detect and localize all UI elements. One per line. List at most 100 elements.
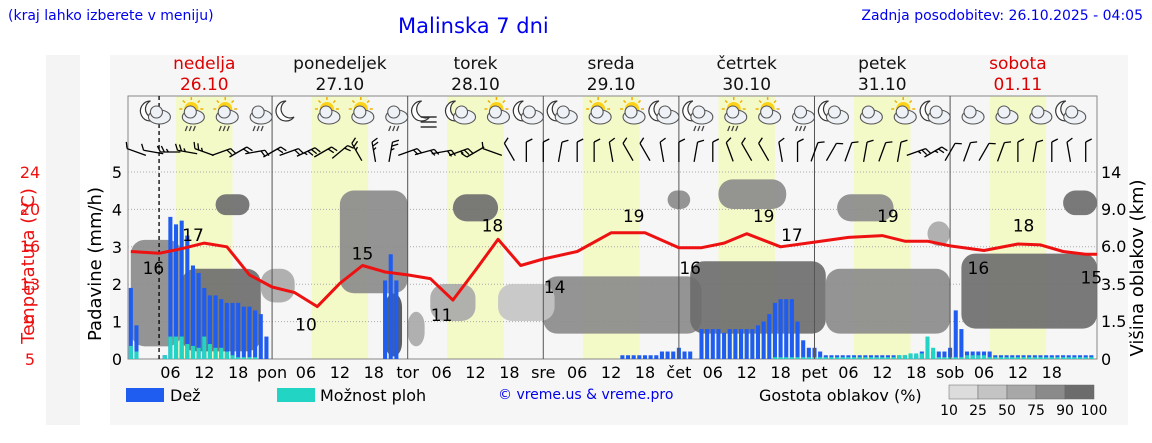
temperature-line-group: 16 17 10 15 11 18 14 19 16 19 17 19 16 18 15: [130, 207, 1102, 335]
showers-bar: [247, 357, 252, 359]
cloud-puff: [1031, 105, 1045, 119]
wind-barb: [1085, 138, 1092, 162]
wind-flag: [941, 146, 948, 152]
wind-flag: [712, 138, 720, 143]
temperature-line: [130, 231, 1097, 309]
wind-flag: [659, 137, 666, 143]
sun-ray: [894, 99, 898, 104]
wind-barb: [229, 146, 253, 158]
rain-bar: [626, 355, 631, 359]
cloud-puff: [1065, 105, 1079, 119]
sun-ray: [231, 99, 235, 104]
wind-barb: [174, 143, 198, 155]
wind-flag: [467, 148, 474, 154]
wind-shaft: [1032, 142, 1038, 162]
x-tick-label: pon: [257, 363, 287, 382]
wind-flag: [450, 149, 456, 157]
precip-tick: 3: [112, 238, 122, 257]
wind-flag: [1066, 137, 1073, 143]
showers-bar: [1072, 357, 1077, 359]
rain-bar: [230, 302, 235, 359]
x-tick-label: tor: [396, 363, 419, 382]
temperature-tick: 24: [20, 163, 40, 182]
axes: 012345591316202401.53.56.09.014Temperatu…: [18, 163, 1148, 382]
showers-bar: [998, 357, 1003, 359]
x-tick-label: 12: [601, 363, 621, 382]
rain-bar: [383, 280, 388, 359]
wind-barb: [758, 137, 770, 161]
moon-cloud-icon: [919, 100, 951, 125]
sun-ray: [317, 99, 322, 104]
cloud-rain-icon: [249, 105, 273, 132]
wind-shaft: [758, 143, 770, 161]
wind-barb: [351, 137, 363, 161]
day-date: 28.10: [451, 75, 500, 95]
wind-flag: [391, 143, 399, 147]
showers-bar: [784, 357, 789, 359]
showers-bar: [852, 357, 857, 359]
sun-cloud-icon: [891, 97, 917, 125]
credit-link[interactable]: © vreme.us & vreme.pro: [498, 387, 674, 403]
wind-shaft: [659, 142, 665, 162]
wind-shaft: [963, 142, 972, 162]
wind-flag: [160, 145, 165, 153]
temperature-label: 19: [753, 207, 775, 227]
wind-barb: [608, 137, 616, 162]
cloud-puff: [590, 105, 604, 119]
sun-ray: [502, 99, 506, 104]
cloud-blob: [1063, 190, 1097, 216]
x-tick-label: 12: [1008, 363, 1028, 382]
wind-barb: [712, 138, 720, 162]
temperature-label: 16: [679, 259, 701, 279]
cloud-legend-title: Gostota oblakov (%): [759, 386, 922, 405]
showers-bar: [823, 357, 828, 359]
wind-barb: [1051, 138, 1059, 162]
wind-barb: [678, 138, 686, 162]
cloud-puff: [319, 105, 333, 119]
wind-flag: [885, 141, 893, 144]
rain-bar: [818, 351, 823, 359]
wind-flag: [193, 141, 196, 149]
temperature-tick: 5: [25, 350, 35, 369]
wind-flag: [503, 137, 509, 144]
sun-ray: [351, 99, 355, 104]
location-menu-hint[interactable]: (kraj lahko izberete v meniju): [8, 8, 214, 24]
moon-shape: [275, 100, 295, 122]
rain-bar: [665, 351, 670, 359]
wind-flag: [988, 142, 996, 145]
cloud-density-level: 90: [1056, 403, 1074, 419]
wind-flag: [778, 137, 785, 143]
showers-bar: [1010, 357, 1015, 359]
wind-barb: [371, 137, 379, 162]
showers-bar: [1055, 357, 1060, 359]
sun-ray: [366, 99, 370, 104]
rain-bar: [654, 355, 659, 359]
x-tick-label: 12: [194, 363, 214, 382]
cloud-blob: [339, 190, 408, 294]
wind-flag: [372, 141, 379, 147]
wind-barb: [193, 141, 214, 157]
wind-barb: [1066, 137, 1073, 162]
showers-bar: [902, 355, 907, 359]
x-tick-label: 12: [330, 363, 350, 382]
wind-flag: [353, 140, 359, 148]
wind-shaft: [1066, 142, 1072, 162]
wind-shaft: [825, 143, 838, 161]
cloud-blob: [690, 261, 826, 334]
cloud-height-axis-label: Višina oblakov (km): [1127, 179, 1148, 356]
rain-drop: [798, 125, 803, 132]
showers-bar: [914, 353, 919, 359]
rain-bar: [744, 329, 749, 359]
sun-cloud-icon: [348, 97, 375, 125]
sun-cloud-rain-icon: [213, 97, 239, 132]
day-separators: [158, 96, 951, 359]
showers-bar: [236, 357, 241, 359]
rain-swatch: [126, 388, 164, 402]
wind-flag: [460, 152, 468, 158]
showers-bar: [778, 357, 783, 359]
showers-bar: [874, 357, 879, 359]
wind-flag: [622, 137, 628, 144]
wind-barb: [878, 141, 893, 162]
showers-bar: [936, 357, 941, 359]
wind-flag: [141, 143, 145, 151]
